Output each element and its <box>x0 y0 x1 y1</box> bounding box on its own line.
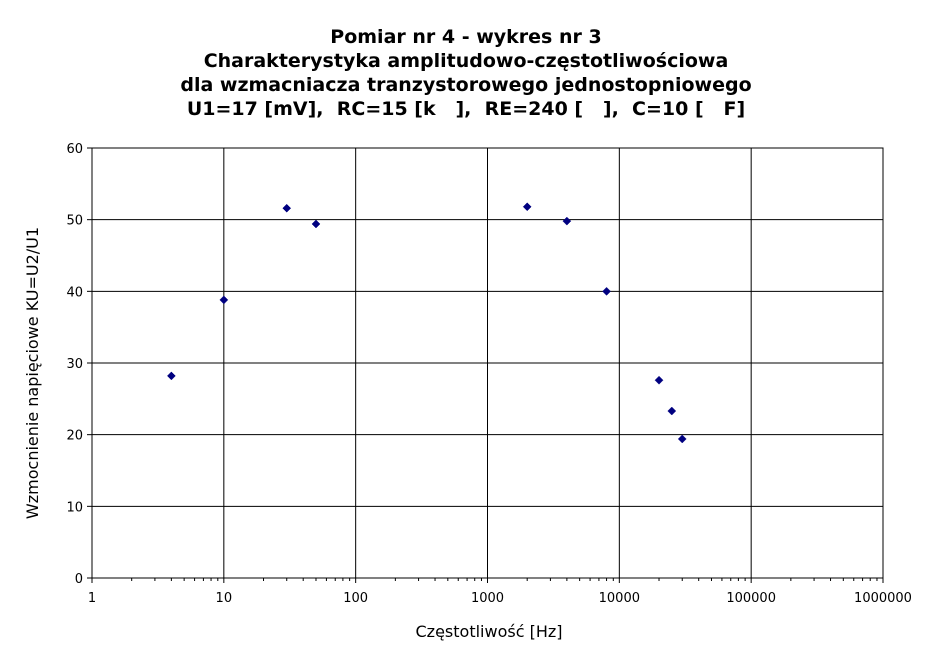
chart-title-line-1: Pomiar nr 4 - wykres nr 3 <box>330 26 601 48</box>
y-tick-label: 60 <box>66 142 83 157</box>
data-point <box>219 295 229 305</box>
y-tick-label: 10 <box>66 500 83 515</box>
x-tick-label: 1000000 <box>854 591 912 606</box>
data-point <box>282 203 292 213</box>
y-axis-ticks: 0 10 20 30 40 50 60 <box>66 142 92 587</box>
x-tick-label: 100000 <box>726 591 776 606</box>
data-point <box>677 434 687 444</box>
y-tick-label: 40 <box>66 285 83 300</box>
chart-title-line-4: U1=17 [mV], RC=15 [k ], RE=240 [ ], C=10… <box>187 98 745 120</box>
data-point <box>654 375 664 385</box>
data-point <box>667 406 677 416</box>
y-tick-label: 0 <box>75 572 83 587</box>
data-point <box>522 202 532 212</box>
data-point <box>311 219 321 229</box>
x-tick-label: 1000 <box>471 591 504 606</box>
y-tick-label: 20 <box>66 429 83 444</box>
data-point <box>167 371 176 381</box>
x-tick-label: 1 <box>88 591 96 606</box>
x-axis-label: Częstotliwość [Hz] <box>416 622 563 641</box>
y-axis-label: Wzmocnienie napięciowe KU=U2/U1 <box>23 227 42 519</box>
x-tick-label: 10000 <box>599 591 640 606</box>
data-point <box>562 216 572 226</box>
data-point <box>602 286 611 296</box>
chart-title: Pomiar nr 4 - wykres nr 3 Charakterystyk… <box>180 26 751 120</box>
data-points <box>167 202 687 444</box>
chart-title-line-2: Charakterystyka amplitudowo-częstotliwoś… <box>204 50 729 72</box>
x-axis-ticks: 1 10 100 1000 10000 100000 1000000 <box>88 578 912 606</box>
y-tick-label: 50 <box>66 214 83 229</box>
y-tick-label: 30 <box>66 357 83 372</box>
x-tick-label: 100 <box>343 591 368 606</box>
plot-frame <box>91 147 884 579</box>
chart-title-line-3: dla wzmacniacza tranzystorowego jednosto… <box>180 74 751 96</box>
x-tick-label: 10 <box>216 591 233 606</box>
